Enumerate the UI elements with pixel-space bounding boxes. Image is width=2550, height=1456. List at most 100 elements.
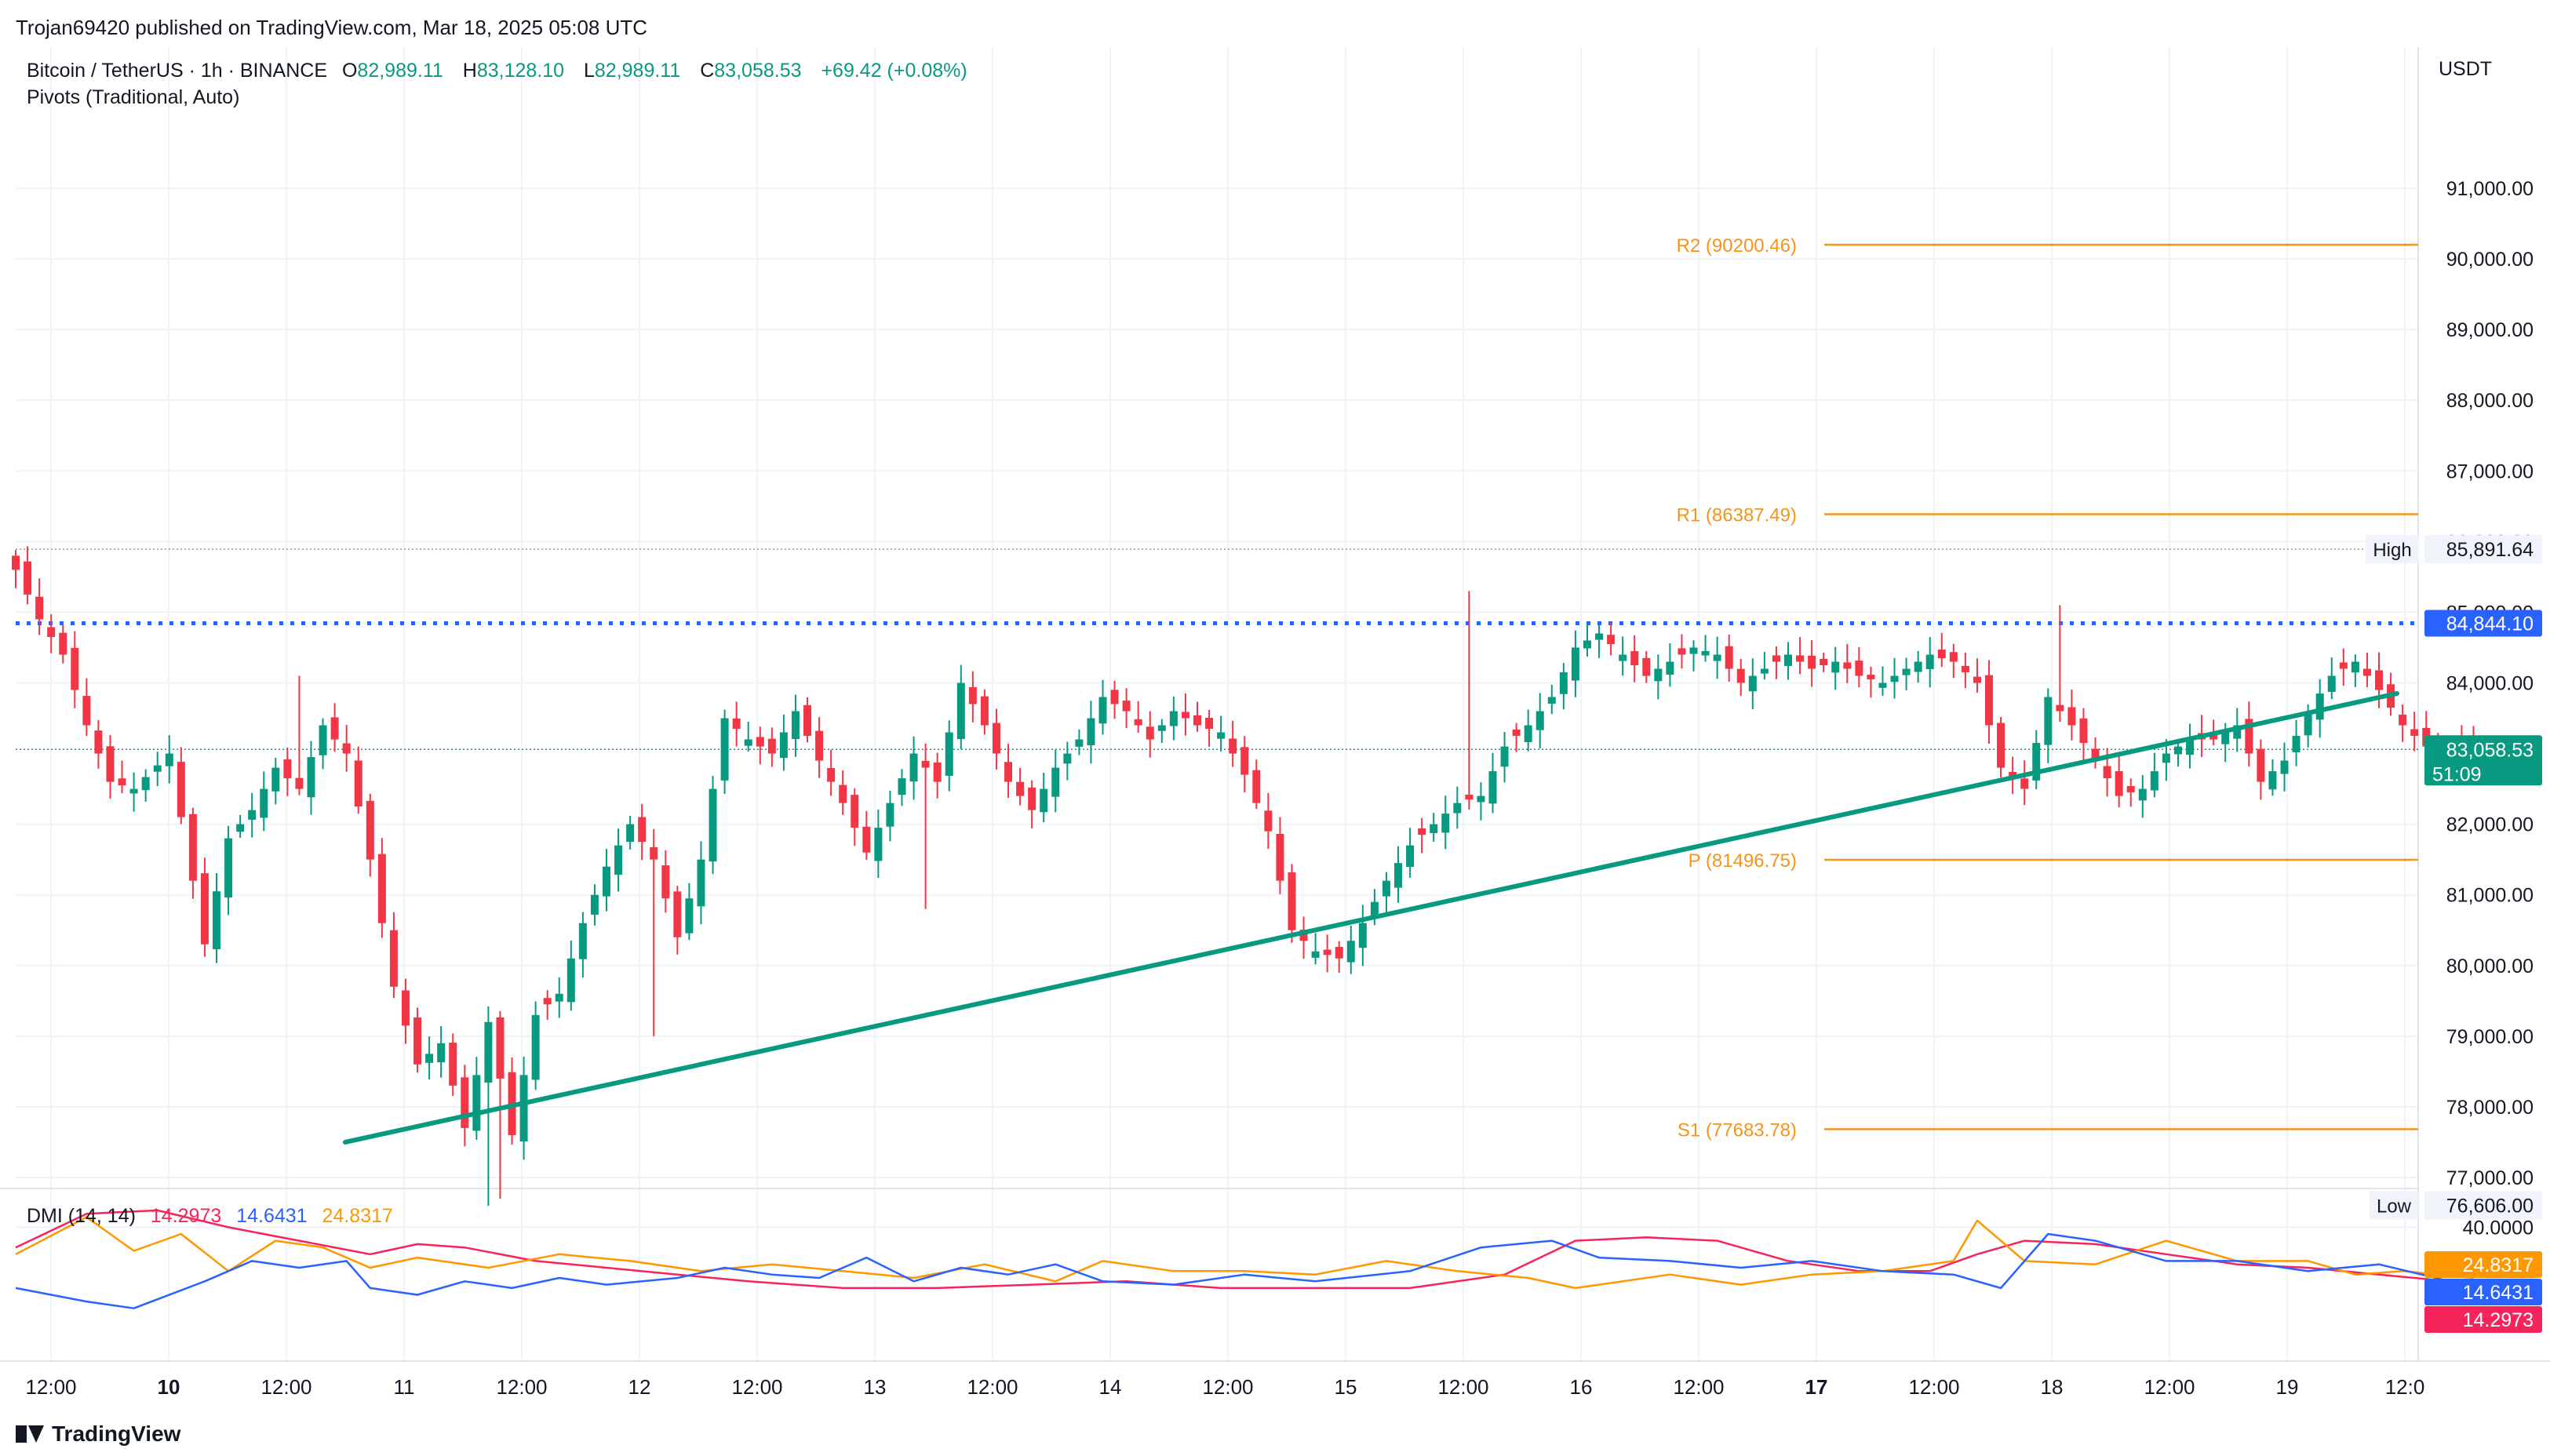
x-tick-label: 12:00 bbox=[496, 1375, 547, 1399]
candle-body bbox=[1169, 711, 1178, 726]
candle-body bbox=[1867, 675, 1875, 679]
candle-body bbox=[578, 923, 587, 959]
y-tick-label: 89,000.00 bbox=[2446, 319, 2534, 341]
candle-body bbox=[1630, 651, 1639, 665]
candle-body bbox=[1619, 654, 1627, 661]
low-value-bg bbox=[2424, 1191, 2542, 1220]
candle-body bbox=[2280, 760, 2289, 774]
low-tag-bg bbox=[2370, 1191, 2418, 1220]
candle-body bbox=[1311, 951, 1320, 958]
candle-body bbox=[1736, 668, 1745, 683]
dmi-legend[interactable]: DMI (14, 14) 14.2973 14.6431 24.8317 bbox=[27, 1205, 403, 1228]
x-tick-label: 15 bbox=[1335, 1375, 1357, 1399]
x-tick-label: 14 bbox=[1099, 1375, 1122, 1399]
adx-value: 14.2973 bbox=[150, 1205, 222, 1227]
y-tick-label: 88,000.00 bbox=[2446, 390, 2534, 412]
symbol-title: Bitcoin / TetherUS · 1h · BINANCE bbox=[27, 60, 328, 82]
candle-body bbox=[1642, 657, 1651, 676]
candle-body bbox=[1276, 833, 1284, 881]
candle-body bbox=[2150, 771, 2158, 791]
candle-body bbox=[2268, 771, 2277, 790]
candle-body bbox=[2103, 766, 2111, 779]
candle-body bbox=[1535, 711, 1544, 730]
x-tick-label: 17 bbox=[1805, 1375, 1828, 1399]
candle-body bbox=[2009, 771, 2017, 779]
candle-body bbox=[2304, 711, 2312, 736]
close-label: C bbox=[700, 60, 715, 82]
candle-body bbox=[779, 732, 788, 759]
low-value: 82,989.11 bbox=[594, 60, 681, 82]
candle-body bbox=[94, 730, 103, 754]
candle-body bbox=[1229, 738, 1237, 754]
candle-body bbox=[319, 725, 327, 755]
candle-body bbox=[271, 767, 280, 792]
candle-body bbox=[1890, 675, 1899, 682]
high-value-bg bbox=[2424, 535, 2542, 564]
change-value: +69.42 (+0.08%) bbox=[821, 60, 967, 82]
price-badge-text: 84,844.10 bbox=[2446, 613, 2534, 635]
candle-body bbox=[389, 930, 398, 987]
candle-body bbox=[1477, 795, 1485, 803]
candle-body bbox=[1394, 863, 1403, 888]
candle-body bbox=[945, 732, 953, 776]
candle-body bbox=[2079, 718, 2088, 744]
candle-body bbox=[1937, 650, 1946, 658]
candle-body bbox=[200, 873, 209, 945]
x-tick-label: 12:00 bbox=[1673, 1375, 1724, 1399]
currency-label[interactable]: USDT bbox=[2439, 58, 2493, 80]
x-tick-label: 12:00 bbox=[967, 1375, 1018, 1399]
candle-body bbox=[213, 891, 221, 950]
candle-body bbox=[2233, 725, 2242, 739]
candle-body bbox=[59, 632, 67, 655]
candle-body bbox=[566, 958, 575, 1003]
candle-body bbox=[1902, 668, 1911, 675]
candle-body bbox=[2245, 719, 2253, 754]
candle-body bbox=[1252, 770, 1261, 803]
candle-body bbox=[496, 1017, 505, 1079]
candle-body bbox=[1488, 771, 1497, 804]
candle-body bbox=[2173, 746, 2182, 755]
candle-body bbox=[650, 847, 658, 860]
y-tick-label: 78,000.00 bbox=[2446, 1097, 2534, 1119]
pivots-indicator-label[interactable]: Pivots (Traditional, Auto) bbox=[27, 86, 240, 108]
candle-body bbox=[1689, 647, 1698, 654]
candle-body bbox=[1110, 690, 1119, 704]
candle-body bbox=[1831, 661, 1840, 673]
candle-body bbox=[2162, 753, 2170, 763]
candles bbox=[12, 546, 2478, 1206]
candle-body bbox=[543, 998, 552, 1005]
candle-body bbox=[354, 760, 362, 807]
x-tick-label: 12 bbox=[628, 1375, 651, 1399]
candle-body bbox=[2091, 748, 2100, 761]
candle-body bbox=[1843, 662, 1852, 669]
x-tick-label: 19 bbox=[2276, 1375, 2299, 1399]
x-tick-label: 16 bbox=[1570, 1375, 1593, 1399]
high-value: 83,128.10 bbox=[476, 60, 565, 82]
candle-body bbox=[709, 788, 717, 862]
candle-body bbox=[188, 814, 197, 881]
candle-body bbox=[1997, 723, 2005, 768]
candle-body bbox=[1122, 701, 1131, 712]
dmi-badge-text: 14.6431 bbox=[2463, 1282, 2534, 1304]
candle-body bbox=[307, 757, 315, 798]
candle-body bbox=[2020, 778, 2029, 789]
candle-body bbox=[886, 803, 894, 827]
candle-body bbox=[1418, 828, 1426, 835]
candle-body bbox=[555, 993, 563, 1002]
candle-body bbox=[1134, 719, 1142, 726]
di-plus-value: 14.6431 bbox=[236, 1205, 308, 1227]
candle-body bbox=[673, 891, 682, 937]
candle-body bbox=[330, 717, 339, 740]
candle-body bbox=[1040, 788, 1048, 813]
x-tick-label: 18 bbox=[2041, 1375, 2064, 1399]
candle-body bbox=[449, 1043, 457, 1086]
candle-body bbox=[1193, 715, 1201, 726]
candle-body bbox=[1075, 739, 1084, 747]
candle-body bbox=[437, 1043, 446, 1063]
candle-body bbox=[1063, 753, 1072, 764]
candle-body bbox=[992, 723, 1000, 754]
candle-body bbox=[413, 1017, 422, 1065]
candle-body bbox=[2032, 743, 2041, 781]
candle-body bbox=[1181, 712, 1189, 719]
